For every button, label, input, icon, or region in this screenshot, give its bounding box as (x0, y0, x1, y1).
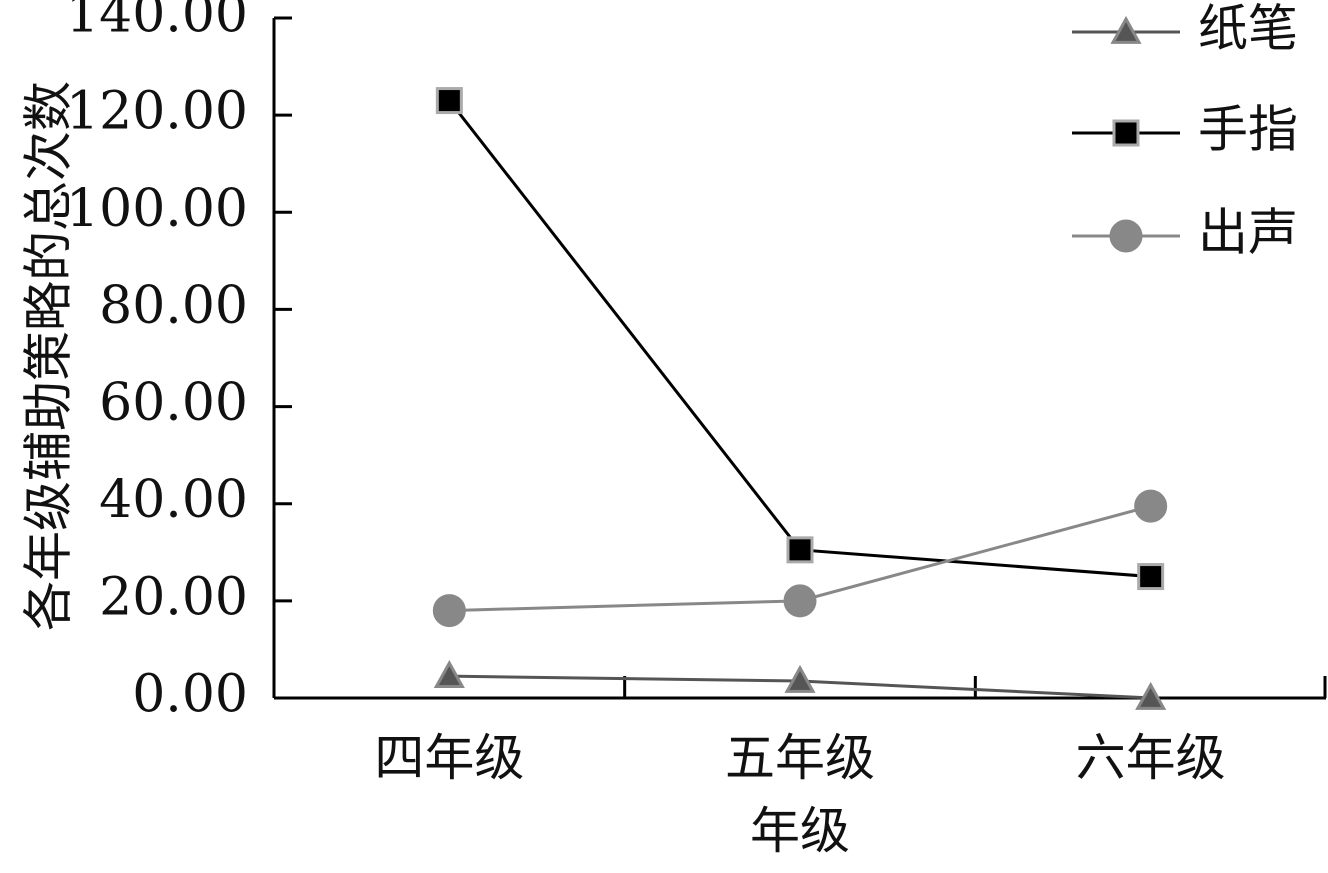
y-tick-label: 20.00 (99, 567, 248, 627)
data-point-square (786, 536, 814, 564)
y-ticks: 0.00 20.00 40.00 60.00 80.00 100.00 120.00 140.… (66, 0, 292, 725)
data-point-triangle (1135, 681, 1167, 710)
series-2 (435, 87, 1165, 591)
data-point-square (435, 87, 463, 115)
series-1 (433, 660, 1167, 710)
x-tick-label: 六年级 (1076, 729, 1226, 787)
legend-marker-circle (1109, 219, 1143, 253)
data-point-circle (432, 594, 466, 628)
y-tick-label: 40.00 (99, 470, 248, 530)
x-ticks: 四年级 五年级 六年级 (374, 676, 1327, 787)
legend-marker-triangle (1110, 15, 1142, 44)
data-point-circle (1134, 489, 1168, 523)
y-tick-label: 60.00 (99, 373, 248, 433)
legend-label: 纸笔 (1198, 0, 1298, 58)
data-point-circle (783, 584, 817, 618)
series-3 (432, 489, 1168, 628)
series-line (448, 99, 1151, 579)
data-point-triangle (433, 660, 465, 689)
x-tick-label: 四年级 (374, 729, 524, 787)
x-axis-title: 年级 (750, 802, 850, 860)
data-point-triangle (784, 664, 816, 693)
legend-label: 出声 (1198, 204, 1298, 262)
y-tick-label: 100.00 (66, 179, 248, 239)
y-tick-label: 140.00 (66, 0, 248, 45)
y-tick-label: 80.00 (99, 276, 248, 336)
legend-label: 手指 (1198, 101, 1298, 159)
series-group (432, 87, 1168, 710)
legend-marker-square (1112, 119, 1140, 147)
y-tick-label: 120.00 (66, 82, 248, 142)
y-axis-title: 各年级辅助策略的总次数 (20, 81, 78, 631)
legend-item: 手指 (1072, 101, 1298, 159)
data-point-square (1137, 563, 1165, 591)
y-tick-label: 0.00 (132, 665, 248, 725)
legend-item: 纸笔 (1072, 0, 1298, 58)
x-tick-label: 五年级 (725, 729, 875, 787)
legend-item: 出声 (1072, 204, 1298, 262)
